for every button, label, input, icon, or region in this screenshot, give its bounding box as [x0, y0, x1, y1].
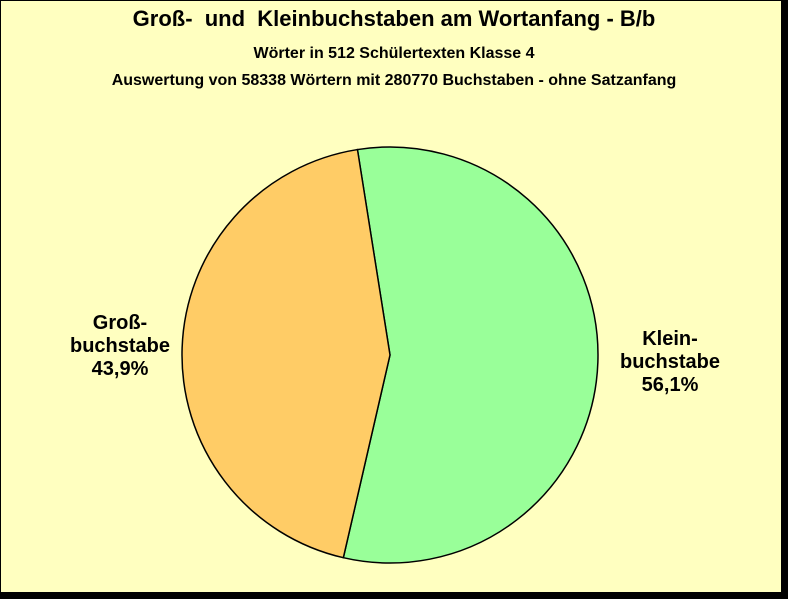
slice-value-kleinbuchstabe: 56,1% [641, 374, 699, 396]
chart-title: Groß- und Kleinbuchstaben am Wortanfang … [132, 6, 656, 31]
slice-label-kleinbuchstabe: Klein- buchstabe 56,1% [590, 328, 750, 397]
chart-subtitle: Wörter in 512 Schülertexten Klasse 4 [253, 45, 535, 62]
slice-label-kleinbuchstabe-line1: Klein- [642, 328, 698, 350]
slice-label-grossbuchstabe-line1: Groß- [92, 312, 148, 334]
chart-subtitle-2: Auswertung von 58338 Wörtern mit 280770 … [111, 72, 677, 89]
slice-value-grossbuchstabe: 43,9% [91, 358, 149, 380]
pie-slice-grossbuchstabe [181, 148, 391, 559]
slice-label-kleinbuchstabe-line2: buchstabe [619, 351, 721, 373]
pie-slice-kleinbuchstabe [342, 146, 599, 564]
slice-label-grossbuchstabe-line2: buchstabe [69, 335, 171, 357]
slice-label-grossbuchstabe: Groß- buchstabe 43,9% [40, 312, 200, 381]
